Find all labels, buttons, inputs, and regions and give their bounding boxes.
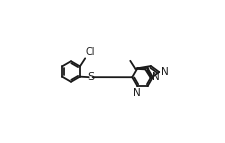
Text: N: N <box>161 67 169 77</box>
Text: Cl: Cl <box>86 47 95 57</box>
Text: N: N <box>152 72 160 82</box>
Text: N: N <box>133 88 141 98</box>
Text: S: S <box>87 72 94 82</box>
